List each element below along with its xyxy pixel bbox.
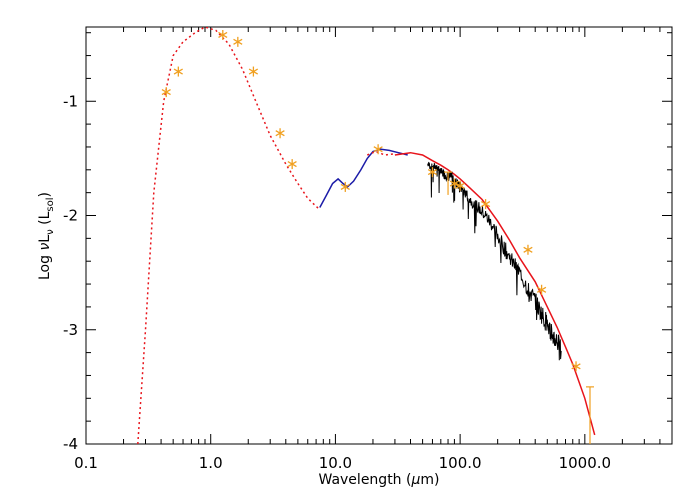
photometry-point <box>449 178 460 189</box>
series-line-4 <box>427 161 562 361</box>
asterisk-stroke <box>449 180 460 187</box>
y-tick-label: -1 <box>63 92 78 110</box>
asterisk-stroke <box>427 169 438 176</box>
x-tick-label: 1000.0 <box>559 454 612 472</box>
asterisk-stroke <box>340 183 350 191</box>
photometry-point <box>233 36 243 47</box>
series-line-3 <box>394 151 596 436</box>
asterisk-stroke <box>455 182 465 189</box>
photometry-point <box>373 144 383 155</box>
y-axis-title: Log νLν (Lsol) <box>37 192 56 280</box>
photometry-point <box>218 29 228 40</box>
photometry-point <box>455 180 465 191</box>
x-tick-label: 0.1 <box>74 454 98 472</box>
x-axis-title: Wavelength (μm) <box>319 472 440 488</box>
photometry-point <box>427 167 438 178</box>
asterisk-stroke <box>275 130 285 137</box>
x-tick-labels: 0.1 1.0 10.0 100.0 1000.0 <box>74 454 611 472</box>
photometry-point <box>340 181 350 192</box>
photometry-point <box>287 159 297 170</box>
y-tick-label: -4 <box>63 435 78 453</box>
photometry-point <box>480 199 491 210</box>
asterisk-stroke <box>218 31 228 39</box>
photometry-point <box>173 66 183 77</box>
photometry-point <box>161 87 171 98</box>
asterisk-stroke <box>536 286 547 293</box>
series-line-1 <box>319 148 408 208</box>
plot-area <box>137 27 596 444</box>
asterisk-stroke <box>233 38 243 45</box>
axis-ticks <box>85 27 673 445</box>
x-tick-label: 100.0 <box>439 454 482 472</box>
asterisk-stroke <box>373 146 383 153</box>
photometry-point <box>536 284 547 295</box>
x-tick-label: 1.0 <box>199 454 223 472</box>
y-tick-label: -3 <box>63 321 78 339</box>
y-tick-label: -2 <box>63 207 78 225</box>
photometry-point <box>571 361 581 372</box>
asterisk-stroke <box>161 89 171 96</box>
asterisk-stroke <box>480 201 491 208</box>
photometry-point <box>248 66 259 77</box>
asterisk-stroke <box>287 161 297 168</box>
asterisk-stroke <box>571 363 581 370</box>
asterisk-stroke <box>248 68 259 75</box>
x-tick-label: 10.0 <box>319 454 352 472</box>
photometry-point <box>275 128 285 139</box>
plot-frame <box>85 26 673 445</box>
y-tick-labels: -1 -2 -3 -4 <box>63 92 78 453</box>
series-line-0 <box>137 27 321 444</box>
asterisk-stroke <box>173 68 183 75</box>
asterisk-stroke <box>523 246 533 253</box>
photometry-point <box>523 244 533 255</box>
